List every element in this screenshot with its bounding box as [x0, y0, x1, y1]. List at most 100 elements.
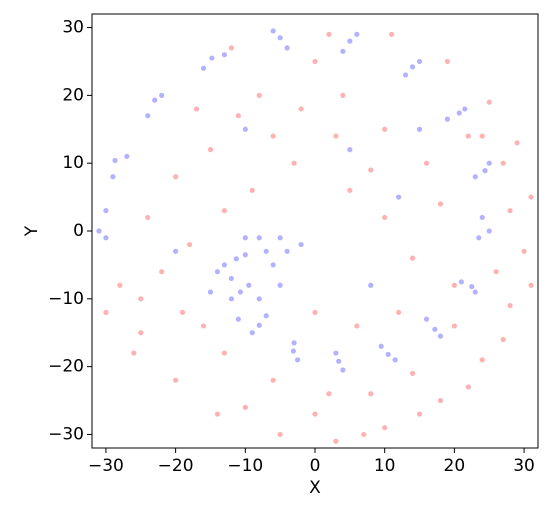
- point: [103, 235, 109, 241]
- point: [402, 72, 409, 78]
- point: [298, 241, 304, 248]
- point: [382, 214, 388, 221]
- point: [396, 309, 402, 315]
- point: [336, 358, 342, 364]
- point: [173, 174, 179, 180]
- point: [333, 133, 339, 139]
- point: [472, 289, 478, 295]
- point: [368, 167, 374, 173]
- point: [138, 296, 144, 302]
- point: [451, 323, 457, 329]
- point: [482, 168, 488, 174]
- point: [221, 262, 228, 268]
- point: [385, 351, 391, 358]
- point: [117, 282, 123, 288]
- point: [270, 28, 276, 34]
- y-tick-label: 10: [62, 153, 84, 173]
- point: [340, 48, 346, 54]
- point: [173, 248, 179, 254]
- x-axis-label: X: [309, 478, 321, 498]
- point: [284, 45, 290, 51]
- point: [507, 302, 513, 309]
- point: [361, 431, 367, 438]
- point: [277, 35, 283, 41]
- point: [263, 248, 269, 254]
- point: [290, 348, 296, 354]
- point: [277, 235, 283, 241]
- point: [242, 126, 248, 132]
- point: [221, 350, 228, 356]
- point: [277, 282, 283, 288]
- point: [486, 99, 492, 105]
- x-tick-label: −10: [227, 456, 263, 476]
- point: [263, 313, 269, 319]
- point: [173, 377, 179, 383]
- point: [242, 404, 248, 410]
- point: [256, 322, 262, 328]
- point: [152, 97, 158, 103]
- point: [200, 65, 207, 71]
- point: [500, 160, 506, 166]
- point: [507, 208, 513, 214]
- point: [347, 187, 353, 193]
- point: [521, 248, 527, 254]
- point: [333, 350, 339, 356]
- point: [256, 235, 262, 241]
- x-tick-label: −30: [88, 456, 124, 476]
- point: [472, 174, 478, 180]
- point: [256, 296, 262, 302]
- point: [528, 282, 534, 288]
- point: [221, 208, 228, 214]
- point: [409, 370, 416, 377]
- point: [110, 174, 116, 180]
- point: [96, 228, 102, 234]
- point: [486, 160, 492, 166]
- y-tick-label: −20: [48, 357, 84, 377]
- point: [340, 367, 346, 373]
- y-tick-label: 20: [62, 85, 84, 105]
- point: [298, 106, 304, 112]
- point: [233, 256, 239, 262]
- y-axis-label: Y: [22, 225, 42, 237]
- point: [354, 31, 360, 37]
- point: [291, 340, 297, 346]
- point: [221, 52, 228, 58]
- point: [242, 235, 248, 241]
- point: [235, 113, 241, 119]
- point: [382, 126, 388, 132]
- point: [432, 326, 438, 332]
- point: [528, 194, 534, 200]
- point: [270, 262, 276, 268]
- point: [396, 194, 402, 200]
- point: [382, 425, 388, 431]
- point: [333, 438, 339, 444]
- point: [326, 391, 332, 397]
- point: [270, 133, 276, 139]
- point: [103, 309, 109, 315]
- point: [312, 411, 318, 417]
- point: [409, 64, 416, 70]
- point: [214, 269, 221, 275]
- point: [312, 309, 318, 315]
- point: [326, 31, 332, 37]
- y-tick-label: 30: [62, 18, 84, 38]
- point: [479, 357, 485, 363]
- point: [486, 228, 492, 234]
- point: [235, 316, 241, 322]
- point: [159, 269, 165, 275]
- point: [444, 116, 451, 122]
- point: [437, 201, 444, 207]
- y-tick-label: 0: [73, 221, 84, 241]
- point: [458, 279, 464, 285]
- point: [145, 214, 151, 221]
- point: [444, 58, 451, 65]
- point: [124, 153, 130, 160]
- point: [479, 214, 485, 221]
- x-tick-label: −20: [158, 456, 194, 476]
- point: [249, 187, 255, 193]
- point: [389, 31, 395, 37]
- point: [209, 55, 215, 61]
- point: [354, 323, 360, 329]
- point: [423, 160, 430, 166]
- point: [270, 377, 276, 383]
